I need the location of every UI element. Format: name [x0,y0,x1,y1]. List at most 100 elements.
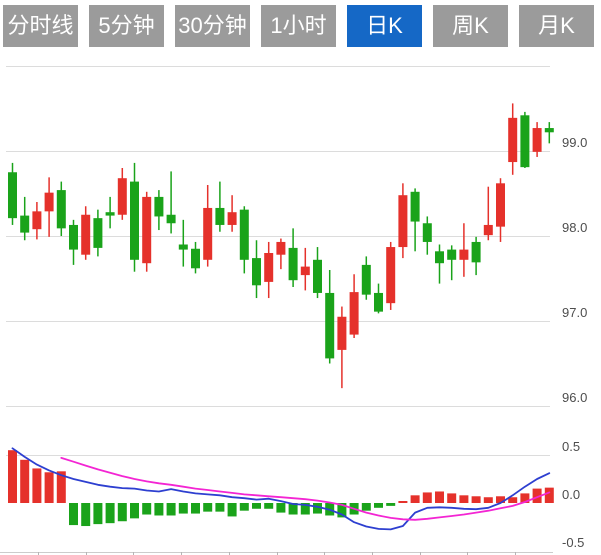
macd-histogram-bar [56,471,66,503]
tab-30min[interactable]: 30分钟 [175,5,250,47]
macd-histogram-bar [422,492,432,503]
candle-body [56,190,66,229]
macd-histogram-bar [178,503,188,514]
candle-body [276,241,286,255]
tab-5min[interactable]: 5分钟 [89,5,164,47]
candle-body [8,172,17,219]
macd-histogram-bar [300,503,310,515]
macd-histogram-bar [239,503,249,511]
macd-histogram-bar [117,503,127,522]
macd-histogram-bar [264,503,274,509]
macd-histogram-bar [203,503,213,512]
candle-body [483,224,493,236]
tab-weekly-k[interactable]: 周K [433,5,508,47]
macd-histogram-bar [483,497,493,503]
tab-1hour[interactable]: 1小时 [261,5,336,47]
candle-body [447,249,457,260]
candle-body [471,241,481,263]
macd-histogram-bar [8,450,17,503]
macd-axis-label: -0.5 [562,535,585,550]
macd-histogram-bar [69,503,78,526]
candle-body [105,212,115,216]
candle-body [227,212,237,225]
macd-histogram-bar [142,503,152,515]
macd-histogram-bar [520,493,530,503]
tab-time-line[interactable]: 分时线 [3,5,78,47]
candle-body [81,214,91,255]
tab-daily-k[interactable]: 日K [347,5,422,47]
candle-body [386,247,396,304]
candle-body [178,244,188,250]
candle-body [117,178,127,215]
macd-histogram-bar [288,503,298,515]
macd-histogram-bar [191,503,200,514]
candle-body [496,183,505,227]
candle-body [300,266,310,276]
price-axis-label: 97.0 [562,305,588,320]
macd-axis-label: 0.5 [562,439,581,454]
candle-body [264,253,274,282]
macd-axis-label: 0.0 [562,487,581,502]
price-axis-label: 96.0 [562,390,588,405]
macd-histogram-bar [471,496,481,503]
candle-body [508,117,518,163]
macd-histogram-bar [374,503,383,508]
price-axis-label: 98.0 [562,220,588,235]
candle-body [398,195,408,248]
candle-body [20,215,30,233]
candle-body [191,248,200,269]
macd-histogram-bar [532,488,542,503]
macd-histogram-bar [276,503,286,513]
candle-body [166,214,176,224]
macd-histogram-bar [105,503,115,524]
macd-histogram-bar [32,468,42,503]
macd-histogram-bar [435,491,444,503]
candle-body [422,223,432,242]
candle-body [410,191,420,222]
macd-histogram-bar [44,472,54,503]
macd-histogram-bar [215,503,225,512]
macd-histogram-bar [81,503,91,527]
macd-histogram-bar [386,503,396,506]
candle-body [361,264,371,295]
macd-histogram-bar [447,493,457,503]
candle-body [435,251,444,264]
macd-histogram-bar [154,503,164,516]
macd-dif-line [11,447,551,531]
candle-body [252,258,261,286]
candle-body [459,249,469,260]
tab-monthly-k[interactable]: 月K [519,5,594,47]
candle-body [544,128,554,133]
macd-histogram-bar [252,503,261,509]
candle-body [288,247,298,281]
macd-histogram-bar [93,503,103,525]
macd-histogram-bar [227,503,237,517]
macd-histogram-bar [166,503,176,516]
macd-histogram-bar [130,503,139,519]
candle-body [532,128,542,152]
macd-histogram-bar [398,501,408,503]
candle-body [239,209,249,260]
candle-body [203,207,213,260]
macd-histogram-bar [20,459,30,503]
candle-body [215,207,225,225]
macd-histogram-bar [544,487,554,503]
candle-body [337,316,347,350]
macd-dea-line [60,456,551,521]
macd-histogram-bar [496,496,505,503]
timeframe-tabbar: 分时线 5分钟 30分钟 1小时 日K 周K 月K [0,5,601,47]
macd-histogram-bar [508,497,518,503]
candle-body [44,192,54,212]
price-axis-label: 99.0 [562,135,588,150]
candle-body [374,292,383,312]
candle-body [69,224,78,250]
candle-body [325,292,335,359]
macd-histogram-bar [337,503,347,518]
candle-body [130,181,139,260]
candle-body [32,211,42,230]
candle-body [93,218,103,248]
candle-body [520,115,530,168]
macd-histogram-bar [459,495,469,503]
